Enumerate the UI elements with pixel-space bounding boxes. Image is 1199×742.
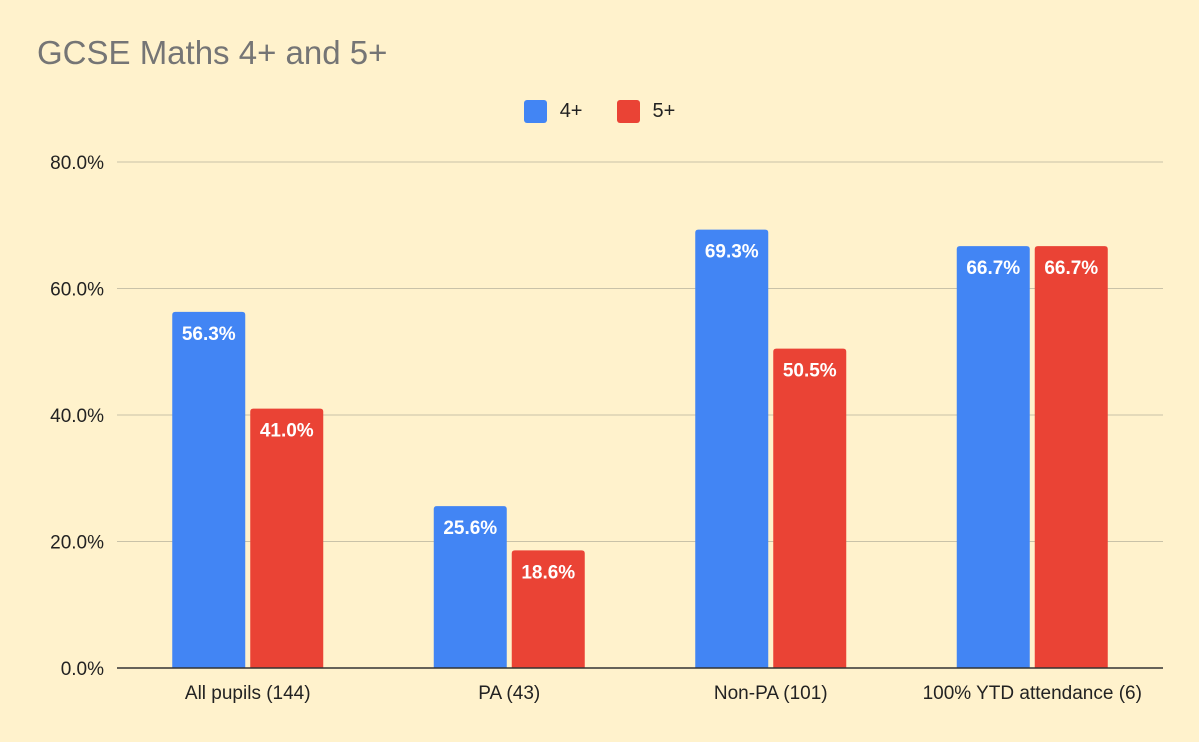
y-tick-label: 0.0% <box>61 659 104 680</box>
legend-item-series-1: 5+ <box>616 100 676 123</box>
data-label: 50.5% <box>783 361 837 382</box>
bar-series-0 <box>172 311 246 668</box>
data-label: 18.6% <box>521 562 575 583</box>
y-tick-label: 60.0% <box>50 280 104 301</box>
x-tick-label: Non-PA (101) <box>714 683 828 704</box>
bar-series-1 <box>511 550 585 668</box>
x-tick-label: PA (43) <box>478 683 540 704</box>
data-label: 56.3% <box>182 324 236 345</box>
bar-series-0 <box>695 229 769 669</box>
legend-swatch-series-0 <box>523 100 547 123</box>
chart-title: GCSE Maths 4+ and 5+ <box>37 34 388 71</box>
bar-series-1 <box>773 348 847 668</box>
data-label: 25.6% <box>443 518 497 539</box>
x-tick-label: 100% YTD attendance (6) <box>923 683 1142 704</box>
legend-label-series-1: 5+ <box>652 100 676 122</box>
bar-series-0 <box>433 506 507 668</box>
legend: 4+ 5+ <box>0 100 1199 123</box>
bar-series-1 <box>250 408 324 668</box>
legend-swatch-series-1 <box>616 100 640 123</box>
bar-series-0 <box>956 246 1030 668</box>
data-label: 69.3% <box>705 242 759 263</box>
x-tick-label: All pupils (144) <box>185 683 311 704</box>
y-tick-label: 80.0% <box>50 153 104 174</box>
legend-item-series-0: 4+ <box>523 100 583 123</box>
data-label: 66.7% <box>1044 258 1098 279</box>
data-label: 41.0% <box>260 421 314 442</box>
data-label: 66.7% <box>966 258 1020 279</box>
bar-series-1 <box>1034 246 1108 668</box>
legend-label-series-0: 4+ <box>559 100 583 122</box>
y-tick-label: 20.0% <box>50 533 104 554</box>
y-tick-label: 40.0% <box>50 406 104 427</box>
